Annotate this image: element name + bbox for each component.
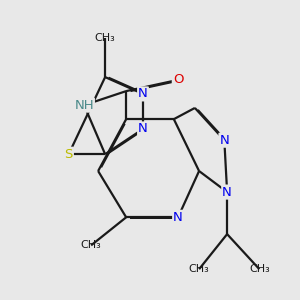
Text: N: N [222, 186, 232, 199]
Text: CH₃: CH₃ [95, 33, 116, 43]
Text: O: O [173, 74, 183, 86]
Text: N: N [219, 134, 229, 147]
Text: N: N [138, 122, 148, 136]
Text: S: S [64, 148, 73, 161]
Text: N: N [173, 211, 183, 224]
Text: CH₃: CH₃ [81, 240, 101, 250]
Text: CH₃: CH₃ [249, 264, 270, 274]
Text: N: N [138, 87, 148, 101]
Text: CH₃: CH₃ [189, 264, 209, 274]
Text: NH: NH [74, 99, 94, 112]
